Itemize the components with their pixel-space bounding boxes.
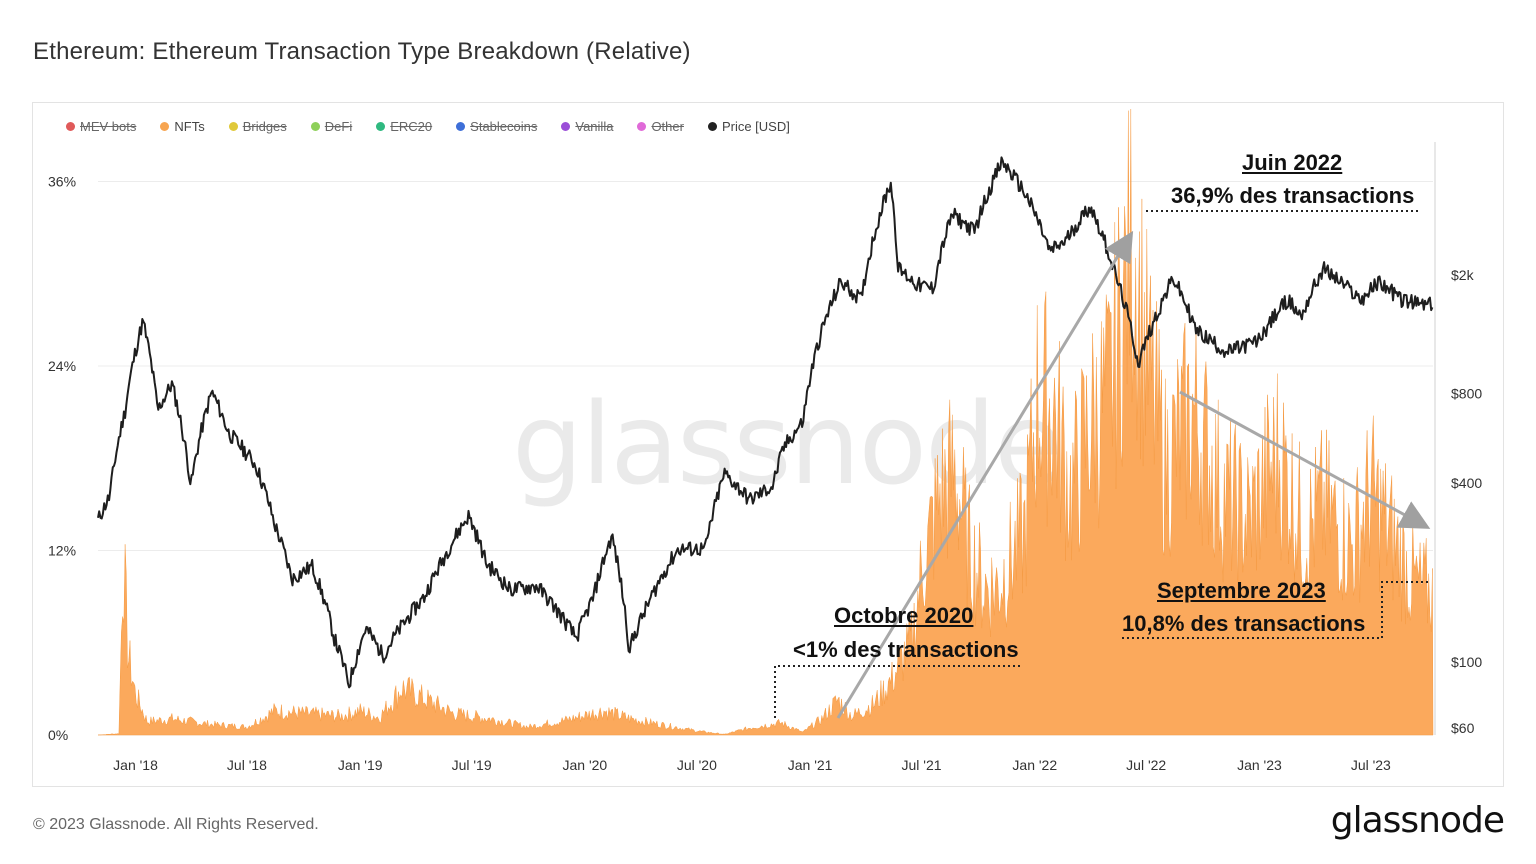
annotation-oct-title: Octobre 2020	[834, 603, 974, 628]
y-right-tick-label: $60	[1451, 720, 1475, 736]
legend-item-erc20[interactable]: ERC20	[376, 119, 432, 134]
legend-item-nfts[interactable]: NFTs	[160, 119, 205, 134]
y-right-tick-label: $2k	[1451, 267, 1475, 283]
legend-item-vanilla[interactable]: Vanilla	[561, 119, 613, 134]
annotation-oct-text: <1% des transactions	[793, 637, 1019, 662]
legend-item-defi[interactable]: DeFi	[310, 119, 353, 134]
legend-label: NFTs	[174, 119, 205, 134]
trend-arrow-up	[836, 230, 1134, 719]
legend-dot-icon	[456, 122, 466, 131]
y-left-tick-label: 24%	[48, 358, 76, 374]
annotation-peak-title: Juin 2022	[1242, 150, 1343, 175]
legend-dot-icon	[310, 122, 320, 131]
x-tick-label: Jan '22	[1012, 757, 1057, 773]
legend-item-mev-bots[interactable]: MEV bots	[66, 119, 136, 134]
legend-label: MEV bots	[80, 119, 137, 134]
legend-dot-icon	[160, 122, 170, 131]
annotation-peak-text: 36,9% des transactions	[1171, 183, 1415, 208]
legend-dot-icon	[66, 122, 75, 131]
legend-dot-icon	[637, 122, 647, 131]
x-tick-label: Jan '20	[562, 757, 607, 773]
legend-label: Price [USD]	[721, 119, 790, 134]
x-tick-label: Jan '19	[338, 757, 383, 773]
legend-label: Stablecoins	[470, 119, 538, 134]
legend: MEV bots NFTs Bridges DeFi ERC20 Stablecoins V…	[66, 119, 814, 134]
legend-dot-icon	[376, 122, 386, 131]
series-price-line	[97, 156, 1434, 689]
x-tick-label: Jul '19	[452, 757, 492, 773]
legend-label: Vanilla	[575, 119, 614, 134]
trend-arrow-down	[1179, 390, 1431, 529]
x-tick-label: Jan '23	[1237, 757, 1282, 773]
x-tick-label: Jul '18	[227, 757, 267, 773]
x-tick-label: Jul '21	[902, 757, 942, 773]
y-right-tick-label: $100	[1451, 654, 1482, 670]
y-right-tick-label: $400	[1451, 475, 1482, 491]
legend-item-other[interactable]: Other	[637, 119, 684, 134]
y-left-tick-label: 36%	[48, 174, 76, 190]
y-left-tick-label: 12%	[48, 543, 76, 559]
legend-dot-icon	[707, 122, 717, 131]
annotation-sep-text: 10,8% des transactions	[1122, 611, 1366, 636]
legend-label: ERC20	[390, 119, 433, 134]
x-tick-label: Jan '18	[113, 757, 158, 773]
legend-dot-icon	[561, 122, 571, 131]
oct-guide	[774, 665, 1020, 718]
legend-item-bridges[interactable]: Bridges	[228, 119, 287, 134]
legend-label: Bridges	[242, 119, 287, 134]
x-tick-label: Jul '22	[1126, 757, 1166, 773]
sep-guide	[1122, 581, 1430, 639]
legend-dot-icon	[228, 122, 238, 131]
brand-logo: glassnode	[1330, 800, 1505, 841]
legend-item-price-usd[interactable]: Price [USD]	[707, 119, 790, 134]
copyright-footer: © 2023 Glassnode. All Rights Reserved.	[33, 816, 319, 833]
annotation-sep-title: Septembre 2023	[1157, 578, 1326, 603]
legend-label: Other	[651, 119, 684, 134]
x-tick-label: Jan '21	[788, 757, 833, 773]
page-title: Ethereum: Ethereum Transaction Type Brea…	[33, 38, 691, 65]
x-tick-label: Jul '23	[1351, 757, 1391, 773]
legend-label: DeFi	[324, 119, 353, 134]
legend-item-stablecoins[interactable]: Stablecoins	[456, 119, 537, 134]
y-left-tick-label: 0%	[48, 727, 68, 743]
y-right-tick-label: $800	[1451, 385, 1482, 401]
x-tick-label: Jul '20	[677, 757, 717, 773]
series-nfts-area	[97, 108, 1434, 736]
